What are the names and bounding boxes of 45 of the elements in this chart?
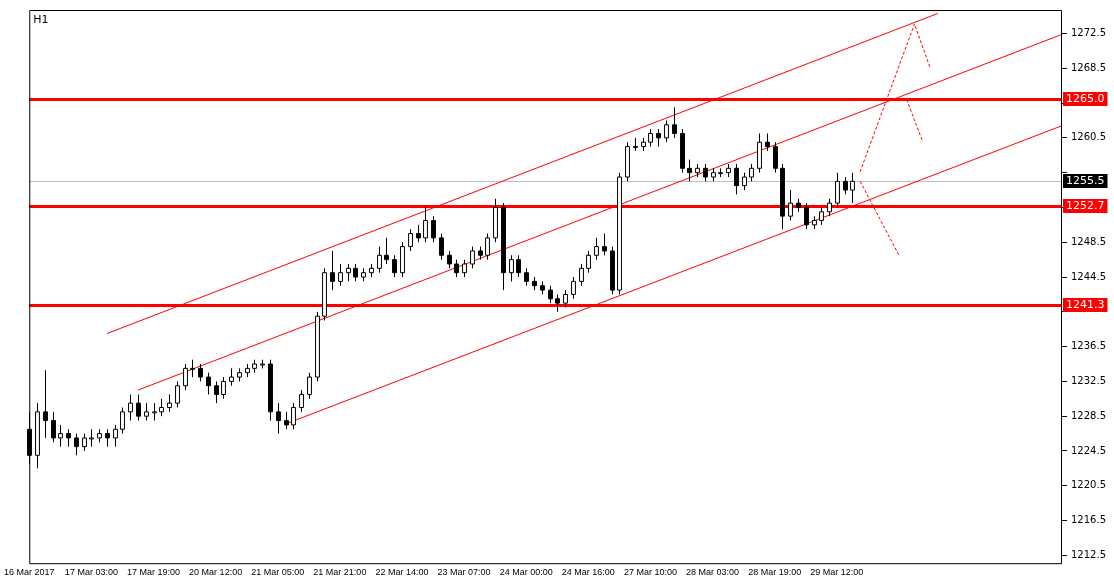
x-tick-label: 23 Mar 07:00 bbox=[437, 567, 491, 578]
candlestick bbox=[330, 250, 335, 291]
y-tick-label: 1228.5 bbox=[1071, 409, 1107, 421]
x-tick-label: 20 Mar 12:00 bbox=[189, 567, 243, 578]
y-tick-label: 1236.5 bbox=[1071, 340, 1107, 352]
x-tick-label: 16 Mar 2017 bbox=[3, 567, 55, 578]
x-tick-label: 21 Mar 05:00 bbox=[251, 567, 305, 578]
candlestick bbox=[120, 407, 125, 435]
ref-line-label: 1255.5 bbox=[1066, 174, 1105, 188]
candlestick bbox=[214, 380, 219, 404]
y-tick-label: 1272.5 bbox=[1071, 27, 1107, 39]
y-tick-label: 1244.5 bbox=[1071, 270, 1107, 282]
y-tick-label: 1220.5 bbox=[1071, 479, 1107, 491]
x-tick-label: 24 Mar 00:00 bbox=[499, 567, 553, 578]
candlestick bbox=[680, 128, 685, 174]
x-tick-label: 28 Mar 03:00 bbox=[686, 567, 740, 578]
ref-line-label: 1252.7 bbox=[1066, 199, 1105, 213]
candlestick bbox=[35, 402, 40, 469]
ref-line-label: 1241.3 bbox=[1066, 298, 1105, 312]
candlestick bbox=[594, 237, 599, 261]
x-tick-label: 24 Mar 16:00 bbox=[561, 567, 615, 578]
y-tick-label: 1212.5 bbox=[1071, 548, 1107, 560]
y-tick-label: 1224.5 bbox=[1071, 444, 1107, 456]
x-tick-label: 17 Mar 19:00 bbox=[126, 567, 181, 578]
x-tick-label: 28 Mar 19:00 bbox=[748, 567, 802, 578]
ref-line-label: 1265.0 bbox=[1066, 92, 1105, 106]
x-tick-label: 29 Mar 12:00 bbox=[810, 567, 864, 578]
y-tick-label: 1260.5 bbox=[1071, 131, 1107, 143]
x-tick-label: 22 Mar 14:00 bbox=[375, 567, 429, 578]
chart-title: H1 bbox=[33, 12, 49, 26]
x-tick-label: 17 Mar 03:00 bbox=[64, 567, 118, 578]
candlestick bbox=[338, 263, 343, 287]
candlestick bbox=[175, 380, 180, 408]
candlestick bbox=[773, 141, 778, 174]
y-tick-label: 1232.5 bbox=[1071, 375, 1107, 386]
candlestick bbox=[610, 246, 615, 295]
x-tick-label: 21 Mar 21:00 bbox=[313, 567, 367, 578]
y-tick-label: 1248.5 bbox=[1071, 235, 1107, 247]
candlestick bbox=[439, 233, 444, 261]
y-tick-label: 1216.5 bbox=[1071, 514, 1107, 526]
x-tick-label: 27 Mar 10:00 bbox=[623, 567, 677, 578]
y-tick-label: 1268.5 bbox=[1071, 61, 1107, 73]
candlestick bbox=[485, 233, 490, 261]
candlestick bbox=[672, 106, 677, 139]
candlestick bbox=[322, 267, 327, 322]
